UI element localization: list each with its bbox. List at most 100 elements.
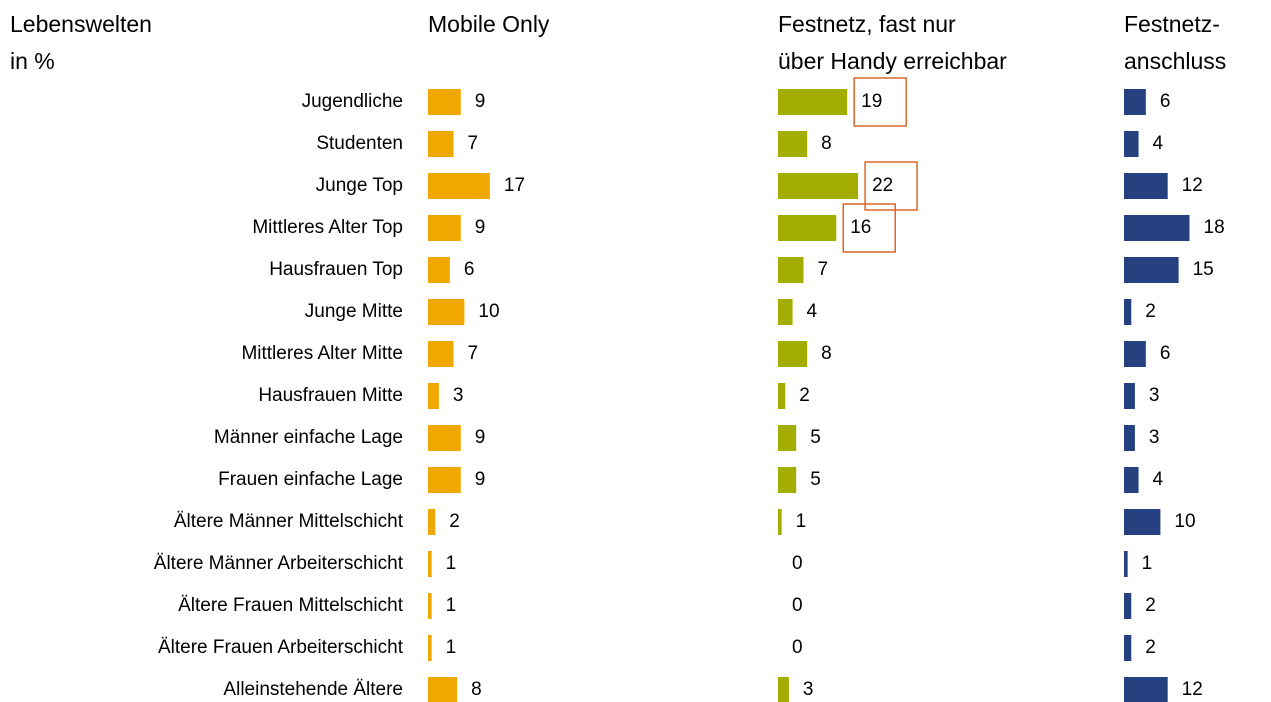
category-label: Hausfrauen Top bbox=[269, 259, 403, 280]
bar bbox=[428, 257, 450, 283]
value-label: 12 bbox=[1182, 679, 1203, 700]
bar bbox=[428, 341, 454, 367]
category-label: Junge Top bbox=[316, 175, 403, 196]
bar bbox=[1124, 383, 1135, 409]
value-label: 3 bbox=[453, 385, 464, 406]
value-label: 1 bbox=[446, 595, 457, 616]
bar bbox=[778, 299, 793, 325]
value-label: 1 bbox=[446, 637, 457, 658]
value-label: 6 bbox=[464, 259, 475, 280]
value-label: 9 bbox=[475, 91, 486, 112]
bar bbox=[428, 593, 432, 619]
value-label: 8 bbox=[821, 133, 832, 154]
highlight-box bbox=[864, 161, 918, 211]
chart-title: in % bbox=[10, 48, 55, 74]
bar bbox=[1124, 215, 1190, 241]
bar bbox=[428, 215, 461, 241]
bar bbox=[1124, 677, 1168, 702]
chart-title: Lebenswelten bbox=[10, 11, 152, 37]
value-label: 10 bbox=[478, 301, 499, 322]
value-label: 17 bbox=[504, 175, 525, 196]
category-label: Junge Mitte bbox=[305, 301, 403, 322]
bar bbox=[428, 383, 439, 409]
category-label: Alleinstehende Ältere bbox=[223, 679, 403, 700]
value-label: 7 bbox=[817, 259, 828, 280]
bar bbox=[778, 131, 808, 157]
value-label: 3 bbox=[803, 679, 814, 700]
bar bbox=[428, 551, 432, 577]
value-label: 0 bbox=[792, 637, 803, 658]
series-label: über Handy erreichbar bbox=[778, 48, 1007, 74]
category-label: Männer einfache Lage bbox=[214, 427, 403, 448]
value-label: 9 bbox=[475, 217, 486, 238]
category-label: Ältere Männer Arbeiterschicht bbox=[154, 553, 404, 574]
value-label: 2 bbox=[799, 385, 810, 406]
bar bbox=[1124, 467, 1139, 493]
bar bbox=[1124, 89, 1146, 115]
category-label: Studenten bbox=[316, 133, 403, 154]
value-label: 3 bbox=[1149, 385, 1160, 406]
bar bbox=[428, 467, 461, 493]
bar bbox=[778, 509, 782, 535]
value-label: 7 bbox=[467, 133, 478, 154]
value-label: 4 bbox=[807, 301, 818, 322]
bar bbox=[1124, 341, 1146, 367]
value-label: 12 bbox=[1182, 175, 1203, 196]
value-label: 19 bbox=[861, 91, 882, 112]
category-label: Ältere Frauen Mittelschicht bbox=[178, 595, 404, 616]
bar bbox=[778, 383, 786, 409]
bar bbox=[428, 509, 436, 535]
highlight-box bbox=[842, 203, 896, 253]
bar bbox=[1124, 509, 1161, 535]
value-label: 3 bbox=[1149, 427, 1160, 448]
bar bbox=[428, 635, 432, 661]
bar bbox=[428, 173, 490, 199]
value-label: 0 bbox=[792, 553, 803, 574]
category-label: Mittleres Alter Mitte bbox=[241, 343, 403, 364]
category-label: Jugendliche bbox=[302, 91, 403, 112]
value-label: 2 bbox=[449, 511, 460, 532]
value-label: 7 bbox=[467, 343, 478, 364]
bar bbox=[778, 677, 789, 702]
bar bbox=[1124, 257, 1179, 283]
value-label: 18 bbox=[1204, 217, 1225, 238]
category-label: Mittleres Alter Top bbox=[252, 217, 403, 238]
value-label: 4 bbox=[1153, 133, 1164, 154]
category-label: Ältere Frauen Arbeiterschicht bbox=[158, 637, 404, 658]
series-label: Mobile Only bbox=[428, 11, 550, 37]
value-label: 4 bbox=[1153, 469, 1164, 490]
bar bbox=[428, 677, 458, 702]
bar bbox=[1124, 551, 1128, 577]
bar bbox=[1124, 635, 1132, 661]
bar bbox=[428, 131, 454, 157]
bar bbox=[778, 257, 804, 283]
value-label: 10 bbox=[1174, 511, 1195, 532]
bar bbox=[428, 425, 461, 451]
bar bbox=[778, 341, 808, 367]
bar bbox=[428, 89, 461, 115]
bar bbox=[428, 299, 465, 325]
bar bbox=[778, 467, 797, 493]
value-label: 9 bbox=[475, 427, 486, 448]
series-label: Festnetz, fast nur bbox=[778, 11, 956, 37]
bar bbox=[778, 89, 848, 115]
value-label: 16 bbox=[850, 217, 871, 238]
bar bbox=[778, 215, 837, 241]
value-label: 2 bbox=[1145, 301, 1156, 322]
value-label: 1 bbox=[796, 511, 807, 532]
value-label: 2 bbox=[1145, 595, 1156, 616]
category-label: Frauen einfache Lage bbox=[218, 469, 403, 490]
bar bbox=[1124, 131, 1139, 157]
value-label: 8 bbox=[821, 343, 832, 364]
bar bbox=[1124, 173, 1168, 199]
value-label: 15 bbox=[1193, 259, 1214, 280]
value-label: 1 bbox=[1142, 553, 1153, 574]
bar bbox=[1124, 425, 1135, 451]
bar bbox=[778, 173, 859, 199]
bar bbox=[1124, 593, 1132, 619]
value-label: 9 bbox=[475, 469, 486, 490]
value-label: 6 bbox=[1160, 91, 1171, 112]
bar bbox=[1124, 299, 1132, 325]
value-label: 2 bbox=[1145, 637, 1156, 658]
